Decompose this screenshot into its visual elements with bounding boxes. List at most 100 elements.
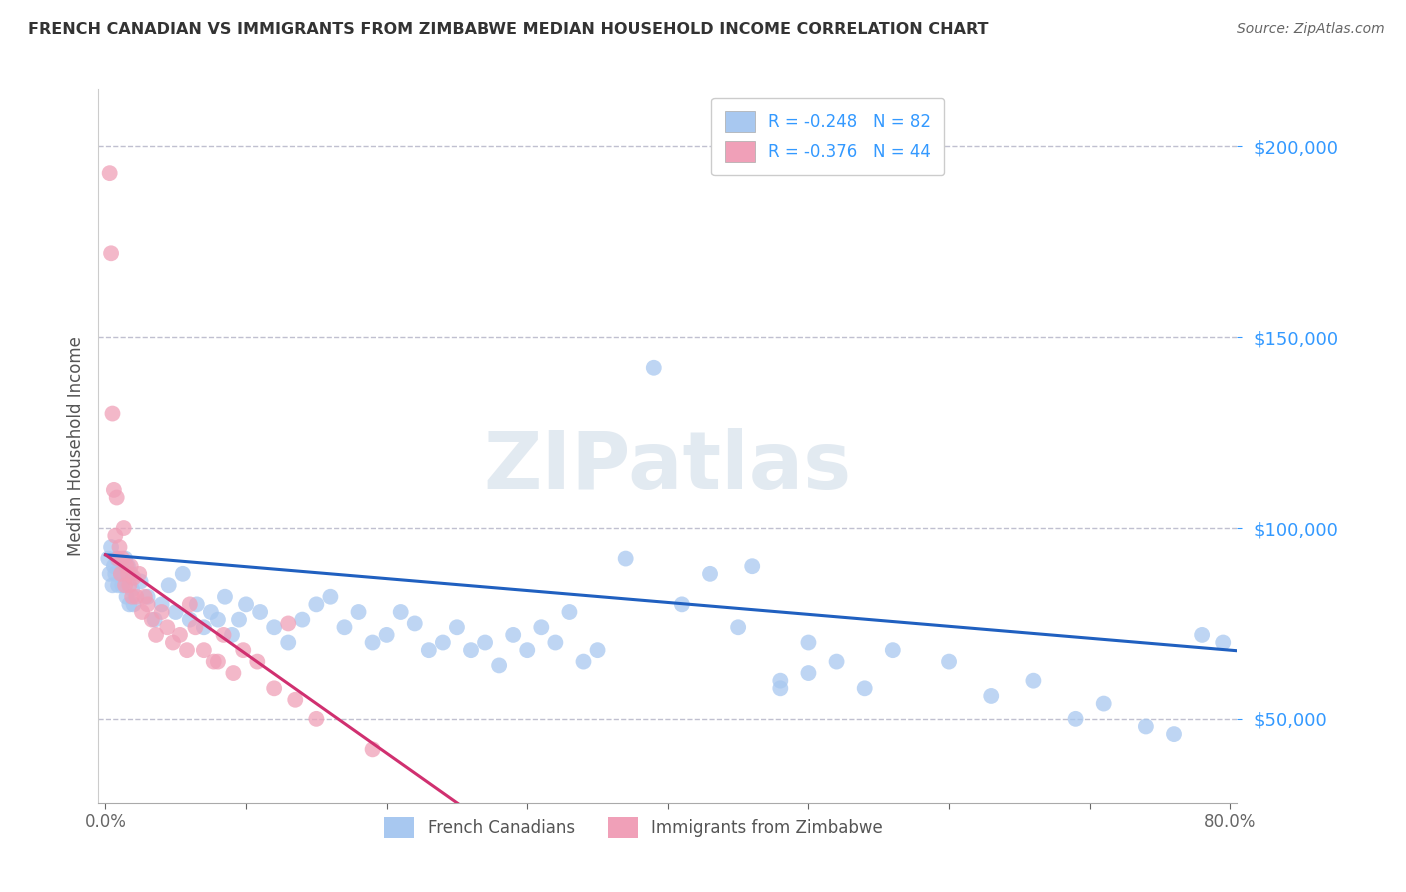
Point bbox=[404, 616, 426, 631]
Point bbox=[558, 605, 581, 619]
Point bbox=[347, 605, 370, 619]
Point bbox=[179, 598, 201, 612]
Point bbox=[460, 643, 482, 657]
Point bbox=[150, 598, 173, 612]
Point bbox=[104, 566, 127, 581]
Point bbox=[114, 551, 136, 566]
Point bbox=[186, 598, 208, 612]
Point bbox=[361, 742, 384, 756]
Point bbox=[121, 582, 143, 596]
Point bbox=[112, 521, 135, 535]
Point bbox=[98, 166, 121, 180]
Point bbox=[176, 643, 198, 657]
Point bbox=[162, 635, 184, 649]
Point bbox=[110, 566, 132, 581]
Point bbox=[105, 491, 128, 505]
Point bbox=[145, 628, 167, 642]
Point bbox=[853, 681, 876, 696]
Point bbox=[432, 635, 454, 649]
Point bbox=[112, 571, 135, 585]
Point bbox=[179, 613, 201, 627]
Point bbox=[277, 635, 299, 649]
Point bbox=[769, 681, 792, 696]
Point bbox=[104, 529, 127, 543]
Point bbox=[184, 620, 207, 634]
Point bbox=[111, 551, 134, 566]
Y-axis label: Median Household Income: Median Household Income bbox=[66, 336, 84, 556]
Point bbox=[544, 635, 567, 649]
Point bbox=[107, 578, 129, 592]
Point bbox=[114, 578, 136, 592]
Point bbox=[97, 551, 120, 566]
Point bbox=[115, 559, 138, 574]
Point bbox=[333, 620, 356, 634]
Point bbox=[284, 692, 307, 706]
Point bbox=[572, 655, 595, 669]
Point bbox=[249, 605, 271, 619]
Point bbox=[128, 566, 150, 581]
Point bbox=[375, 628, 398, 642]
Point bbox=[193, 643, 215, 657]
Point bbox=[111, 578, 134, 592]
Point bbox=[101, 578, 124, 592]
Point bbox=[741, 559, 763, 574]
Point bbox=[165, 605, 187, 619]
Point bbox=[131, 605, 153, 619]
Point bbox=[1163, 727, 1185, 741]
Point bbox=[156, 620, 179, 634]
Point bbox=[108, 540, 131, 554]
Point bbox=[129, 574, 152, 589]
Point bbox=[797, 666, 820, 681]
Point bbox=[143, 613, 166, 627]
Point bbox=[418, 643, 440, 657]
Point bbox=[1092, 697, 1115, 711]
Point bbox=[101, 407, 124, 421]
Point bbox=[134, 590, 156, 604]
Point bbox=[120, 566, 142, 581]
Point bbox=[305, 598, 328, 612]
Text: Source: ZipAtlas.com: Source: ZipAtlas.com bbox=[1237, 22, 1385, 37]
Point bbox=[107, 551, 129, 566]
Point bbox=[214, 590, 236, 604]
Point bbox=[1135, 719, 1157, 733]
Point bbox=[1022, 673, 1045, 688]
Point bbox=[117, 559, 139, 574]
Point bbox=[125, 590, 148, 604]
Text: FRENCH CANADIAN VS IMMIGRANTS FROM ZIMBABWE MEDIAN HOUSEHOLD INCOME CORRELATION : FRENCH CANADIAN VS IMMIGRANTS FROM ZIMBA… bbox=[28, 22, 988, 37]
Point bbox=[98, 566, 121, 581]
Point bbox=[136, 598, 159, 612]
Point bbox=[232, 643, 254, 657]
Point bbox=[110, 566, 132, 581]
Point bbox=[136, 590, 159, 604]
Point bbox=[221, 628, 243, 642]
Point bbox=[228, 613, 250, 627]
Point bbox=[172, 566, 194, 581]
Point bbox=[117, 566, 139, 581]
Point bbox=[938, 655, 960, 669]
Point bbox=[980, 689, 1002, 703]
Point bbox=[825, 655, 848, 669]
Point bbox=[103, 559, 125, 574]
Point bbox=[530, 620, 553, 634]
Point bbox=[118, 598, 141, 612]
Point bbox=[108, 559, 131, 574]
Point bbox=[193, 620, 215, 634]
Point bbox=[141, 613, 163, 627]
Point bbox=[157, 578, 180, 592]
Point bbox=[1064, 712, 1087, 726]
Point bbox=[319, 590, 342, 604]
Point bbox=[291, 613, 314, 627]
Point bbox=[1191, 628, 1213, 642]
Point bbox=[100, 540, 122, 554]
Point bbox=[120, 559, 142, 574]
Point bbox=[882, 643, 904, 657]
Point bbox=[263, 620, 285, 634]
Point bbox=[305, 712, 328, 726]
Point bbox=[207, 613, 229, 627]
Point bbox=[488, 658, 510, 673]
Point bbox=[235, 598, 257, 612]
Point bbox=[121, 590, 143, 604]
Point bbox=[643, 360, 665, 375]
Point bbox=[150, 605, 173, 619]
Point bbox=[207, 655, 229, 669]
